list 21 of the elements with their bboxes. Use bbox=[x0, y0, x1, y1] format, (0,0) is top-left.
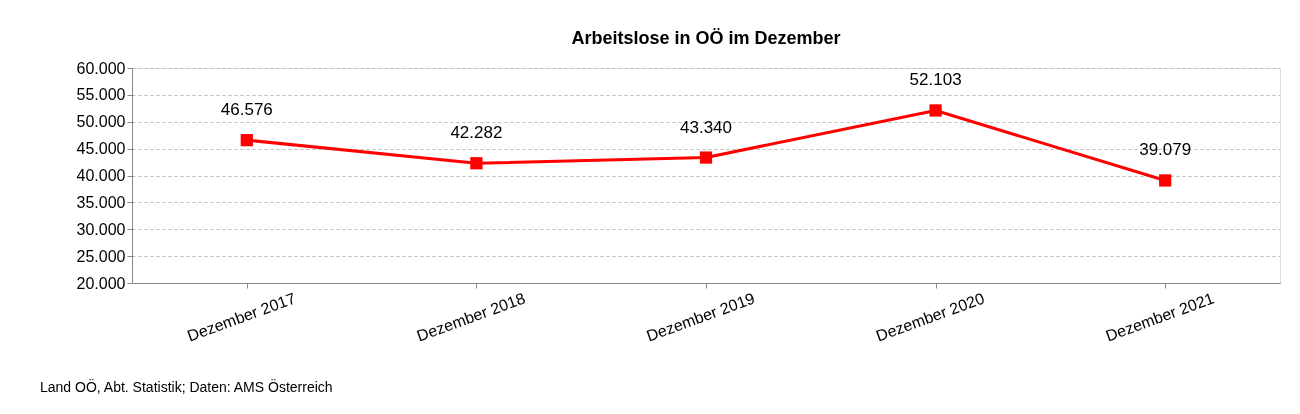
data-label: 39.079 bbox=[1139, 140, 1192, 160]
y-tick-label: 55.000 bbox=[76, 86, 126, 104]
y-tick-label: 40.000 bbox=[76, 167, 126, 184]
data-label: 43.340 bbox=[680, 117, 732, 137]
data-label: 42.282 bbox=[450, 123, 503, 143]
point bbox=[1159, 174, 1172, 187]
chart-title: Arbeitslose in OÖ im Dezember bbox=[571, 28, 841, 48]
y-tick-label: 35.000 bbox=[76, 193, 126, 211]
data-label: 46.576 bbox=[220, 100, 273, 120]
point bbox=[929, 104, 942, 117]
y-tick-label: 50.000 bbox=[76, 113, 126, 131]
y-tick-label: 60.000 bbox=[76, 59, 126, 77]
y-tick-label: 25.000 bbox=[76, 247, 126, 265]
y-tick-label: 30.000 bbox=[76, 220, 126, 238]
point bbox=[240, 134, 253, 147]
point bbox=[699, 151, 713, 164]
y-tick-label: 45.000 bbox=[76, 140, 126, 158]
data-label: 52.103 bbox=[909, 70, 962, 90]
text: Land OÖ, Abt. Statistik; Daten: AMS Österreich bbox=[40, 378, 333, 395]
y-tick-label: 20.000 bbox=[76, 274, 126, 292]
point bbox=[470, 157, 483, 170]
